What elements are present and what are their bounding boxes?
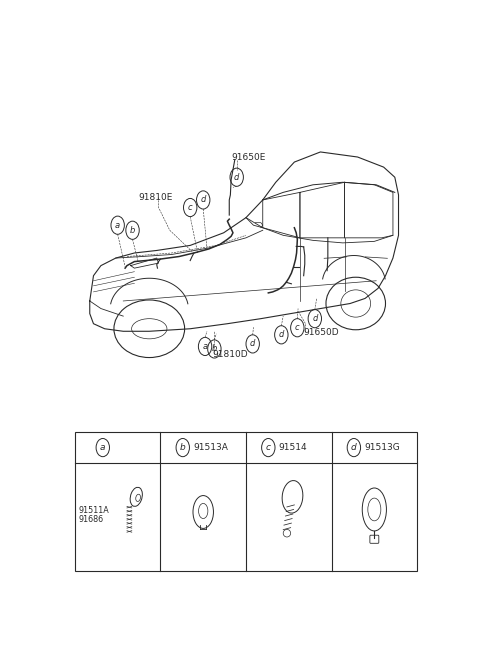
Text: a: a — [115, 220, 120, 230]
Text: c: c — [266, 443, 271, 452]
Text: c: c — [188, 203, 192, 212]
Text: d: d — [234, 173, 240, 182]
Text: b: b — [130, 226, 135, 235]
Text: b: b — [212, 344, 217, 354]
Text: a: a — [203, 342, 208, 351]
Text: c: c — [295, 323, 300, 332]
Text: 91511A: 91511A — [79, 506, 109, 516]
Text: d: d — [201, 195, 206, 205]
Text: 91514: 91514 — [279, 443, 307, 452]
Text: a: a — [100, 443, 106, 452]
Text: d: d — [351, 443, 357, 452]
Text: b: b — [180, 443, 186, 452]
Text: 91810E: 91810E — [138, 193, 172, 202]
Text: d: d — [279, 331, 284, 339]
Text: 91650D: 91650D — [304, 328, 339, 337]
Text: d: d — [250, 339, 255, 348]
Text: 91810D: 91810D — [213, 350, 248, 359]
Text: 91686: 91686 — [79, 515, 104, 524]
Text: d: d — [312, 314, 317, 323]
Text: 91513G: 91513G — [364, 443, 400, 452]
Text: 91650E: 91650E — [231, 152, 265, 161]
Text: 91513A: 91513A — [193, 443, 228, 452]
Bar — [75, 432, 417, 571]
